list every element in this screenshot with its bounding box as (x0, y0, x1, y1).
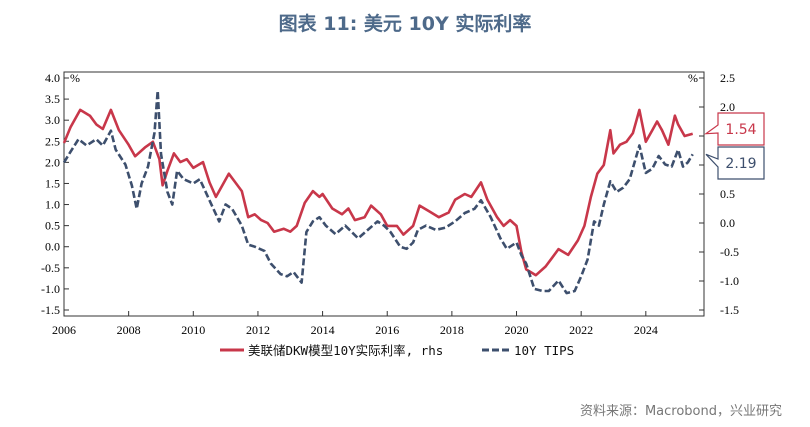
x-tick-label: 2008 (117, 323, 141, 337)
left-tick-label: 1.5 (45, 176, 60, 190)
right-axis-unit: % (688, 71, 698, 85)
source-note: 资料来源：Macrobond，兴业研究 (579, 404, 782, 419)
x-axis: 2006 2008 2010 2012 2014 2016 2018 2020 2022 2024 (52, 311, 658, 337)
tips-value-callout (705, 146, 765, 180)
left-tick-label: 2.5 (45, 134, 60, 148)
legend-label-dkw: 美联储DKW模型10Y实际利率, rhs (248, 343, 443, 358)
x-tick-label: 2020 (505, 323, 529, 337)
left-tick-label: 1.0 (45, 198, 60, 212)
x-tick-label: 2014 (311, 323, 335, 337)
x-tick-label: 2018 (440, 323, 464, 337)
left-tick-label: -1.5 (41, 303, 60, 317)
x-tick-label: 2010 (181, 323, 205, 337)
left-tick-label: -1.0 (41, 282, 60, 296)
left-tick-label: 2.0 (45, 155, 60, 169)
left-axis-unit: % (70, 71, 80, 85)
right-tick-label: -1.5 (720, 303, 739, 317)
dkw-last-value: 1.54 (725, 122, 756, 138)
x-tick-label: 2022 (569, 323, 593, 337)
x-tick-label: 2016 (375, 323, 399, 337)
left-tick-label: 3.5 (45, 92, 60, 106)
tips-last-value: 2.19 (725, 156, 756, 172)
right-tick-label: -1.0 (720, 274, 739, 288)
left-axis: % 4.0 3.5 3.0 2.5 2.0 1.5 1.0 0.5 0.0 -0.5 -1.0 -1.5 (41, 71, 80, 317)
chart-title: 图表 11: 美元 10Y 实际利率 (278, 13, 532, 35)
right-tick-label: 2.5 (720, 71, 735, 85)
value-callouts: 1.54 2.19 (703, 112, 765, 180)
right-tick-label: 0.5 (720, 187, 735, 201)
x-tick-label: 2006 (52, 323, 76, 337)
right-tick-label: -0.5 (720, 245, 739, 259)
left-tick-label: 4.0 (45, 71, 60, 85)
left-tick-label: 0.5 (45, 219, 60, 233)
x-tick-label: 2012 (246, 323, 270, 337)
right-tick-label: 0.0 (720, 216, 735, 230)
dkw-value-callout (703, 112, 765, 146)
legend: 美联储DKW模型10Y实际利率, rhs 10Y TIPS (220, 343, 574, 358)
x-tick-label: 2024 (634, 323, 658, 337)
series-layer (62, 89, 694, 295)
left-tick-label: -0.5 (41, 261, 60, 275)
legend-label-tips: 10Y TIPS (514, 343, 574, 358)
left-tick-label: 0.0 (45, 240, 60, 254)
left-tick-label: 3.0 (45, 113, 60, 127)
right-tick-label: 2.0 (720, 100, 735, 114)
tips-line (62, 89, 694, 295)
dkw-real-rate-line (62, 108, 694, 277)
right-axis: %2.52.01.51.00.50.0-0.5-1.0-1.5 (688, 71, 739, 317)
